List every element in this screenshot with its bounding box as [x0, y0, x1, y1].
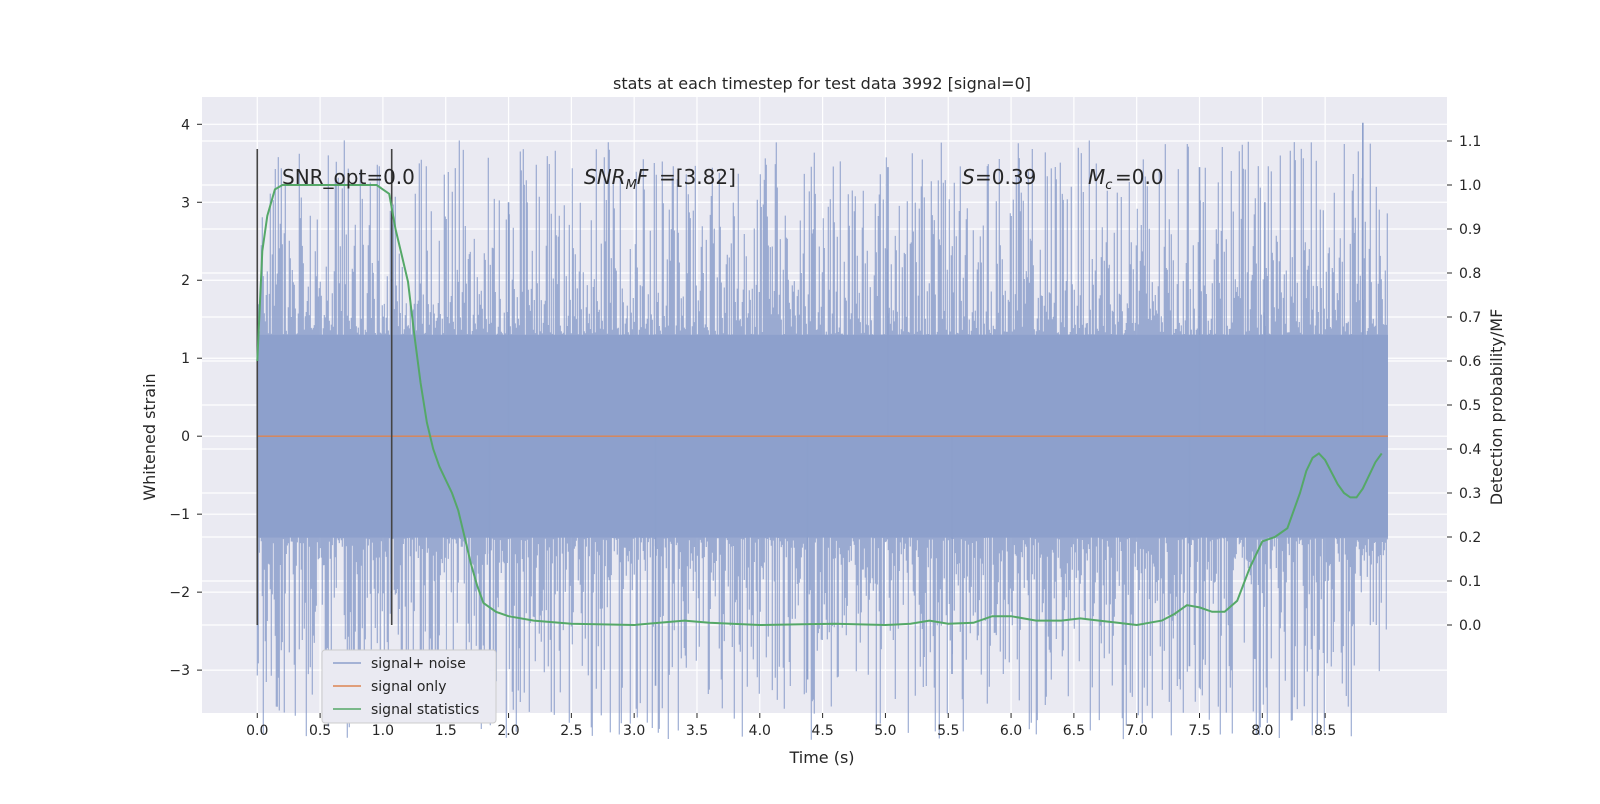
y-right-tick-label-1: 1.0 — [1459, 178, 1481, 194]
y-tick-label-4: 0 — [181, 429, 190, 445]
y-tick-label-6: −2 — [169, 585, 190, 601]
annotation-snr-mf: SNRMF =[3.82] — [584, 165, 736, 193]
x-axis: 0.0 0.5 1.0 1.5 2.0 2.5 3.0 3.5 4.0 4.5 5.0 5.5 6.0 6… — [246, 713, 1336, 739]
vertical-marker-lines — [256, 149, 393, 625]
annotation-s-value: =0.39 — [975, 165, 1036, 189]
legend-box — [321, 649, 497, 724]
x-tick-label-14: 7.0 — [1126, 723, 1148, 739]
legend: signal+ noise signal only signal statist… — [321, 649, 497, 724]
annotation-s-symbol: S — [962, 165, 975, 189]
x-axis-label: Time (s) — [788, 748, 854, 767]
x-tick-label-13: 6.5 — [1063, 723, 1085, 739]
y-tick-label-2: 2 — [181, 273, 190, 289]
x-tick-label-2: 1.0 — [372, 723, 394, 739]
annotation-snr-mf-value: =[3.82] — [659, 165, 736, 189]
y-right-tick-label-10: 0.1 — [1459, 574, 1481, 590]
y-axis-right-label: Detection probability/MF — [1487, 309, 1506, 506]
y-tick-label-1: 3 — [181, 195, 190, 211]
chart-title: stats at each timestep for test data 399… — [613, 74, 1031, 93]
y-tick-label-0: 4 — [181, 117, 190, 133]
annotation-snr-opt: SNR_opt=0.0 — [282, 165, 415, 189]
x-tick-label-3: 1.5 — [435, 723, 457, 739]
annotation-snr-mf-symbol: SNRMF — [584, 165, 649, 193]
x-tick-label-1: 0.5 — [309, 723, 331, 739]
y-right-tick-label-2: 0.9 — [1459, 222, 1481, 238]
x-tick-label-10: 5.0 — [874, 723, 896, 739]
y-axis-left: 4 3 2 1 0 −1 −2 −3 — [169, 117, 202, 679]
x-tick-label-15: 7.5 — [1188, 723, 1210, 739]
y-right-tick-label-6: 0.5 — [1459, 398, 1481, 414]
x-tick-label-6: 3.0 — [623, 723, 645, 739]
x-tick-label-4: 2.0 — [497, 723, 519, 739]
x-tick-label-0: 0.0 — [246, 723, 268, 739]
y-right-tick-label-8: 0.3 — [1459, 486, 1481, 502]
y-right-tick-label-4: 0.7 — [1459, 310, 1481, 326]
legend-label-signal-noise: signal+ noise — [371, 656, 466, 672]
y-tick-label-7: −3 — [169, 663, 190, 679]
x-tick-label-11: 5.5 — [937, 723, 959, 739]
x-tick-label-8: 4.0 — [749, 723, 771, 739]
annotation-mc: Mc =0.0 — [1088, 165, 1164, 193]
y-right-tick-label-9: 0.2 — [1459, 530, 1481, 546]
y-right-tick-label-3: 0.8 — [1459, 266, 1481, 282]
y-axis-right: 1.1 1.0 0.9 0.8 0.7 0.6 0.5 0.4 0.3 0.2 0.1 0.0 — [1447, 134, 1481, 634]
x-tick-label-7: 3.5 — [686, 723, 708, 739]
legend-label-signal-only: signal only — [371, 679, 446, 695]
x-tick-label-9: 4.5 — [811, 723, 833, 739]
series-signal-statistics — [256, 184, 1383, 627]
y-axis-label: Whitened strain — [140, 373, 159, 500]
annotation-mc-symbol: Mc — [1088, 165, 1112, 193]
y-right-tick-label-7: 0.4 — [1459, 442, 1481, 458]
signal-statistics-line — [256, 184, 1383, 627]
legend-label-signal-statistics: signal statistics — [371, 702, 479, 718]
x-tick-label-17: 8.5 — [1314, 723, 1336, 739]
annotation-mc-value: =0.0 — [1115, 165, 1164, 189]
annotation-s: S =0.39 — [962, 165, 1036, 189]
y-right-tick-label-0: 1.1 — [1459, 134, 1481, 150]
x-tick-label-16: 8.0 — [1251, 723, 1273, 739]
x-tick-label-5: 2.5 — [560, 723, 582, 739]
y-tick-label-5: −1 — [169, 507, 190, 523]
y-tick-label-3: 1 — [181, 351, 190, 367]
y-right-tick-label-5: 0.6 — [1459, 354, 1481, 370]
y-right-tick-label-11: 0.0 — [1459, 618, 1481, 634]
x-tick-label-12: 6.0 — [1000, 723, 1022, 739]
